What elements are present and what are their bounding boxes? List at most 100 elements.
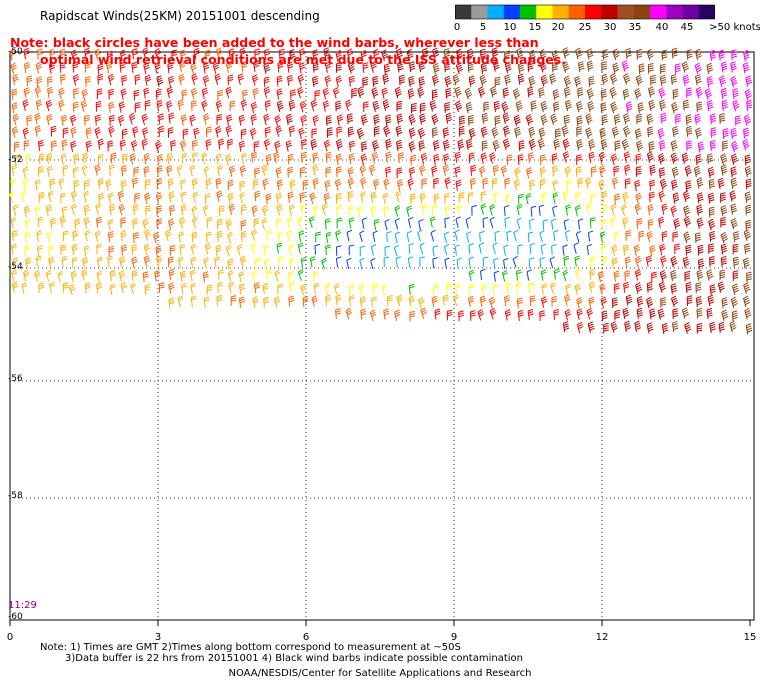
- wind-barb: [658, 216, 665, 228]
- wind-barb: [254, 190, 261, 202]
- wind-barb: [253, 282, 261, 294]
- wind-barb: [189, 114, 196, 127]
- wind-barb: [371, 139, 380, 152]
- colorbar-label: 35: [628, 22, 642, 33]
- wind-barb: [299, 191, 306, 204]
- wind-barb: [455, 216, 461, 228]
- wind-barb: [180, 191, 187, 203]
- wind-barb: [60, 73, 66, 85]
- wind-barb: [466, 48, 474, 60]
- wind-barb: [588, 151, 595, 163]
- wind-barb: [263, 62, 271, 74]
- wind-barb: [621, 60, 629, 72]
- wind-barb: [418, 140, 425, 152]
- wind-barb: [370, 257, 376, 270]
- wind-barb: [670, 269, 677, 282]
- wind-barb: [492, 164, 499, 177]
- wind-barb: [434, 308, 441, 320]
- wind-barb: [417, 86, 425, 99]
- wind-barb: [623, 281, 630, 293]
- wind-barb: [384, 245, 391, 257]
- wind-barb: [489, 204, 496, 216]
- wind-barb: [94, 48, 101, 61]
- wind-barb: [635, 192, 642, 205]
- wind-barb: [238, 271, 245, 283]
- wind-barb: [418, 60, 426, 73]
- wind-barb: [515, 282, 522, 294]
- wind-barb: [625, 101, 633, 113]
- wind-barb: [745, 178, 752, 190]
- wind-barb: [565, 204, 572, 216]
- wind-barb: [159, 282, 165, 293]
- wind-barb: [205, 126, 212, 138]
- wind-barb: [479, 230, 485, 242]
- wind-barb: [142, 47, 149, 59]
- wind-barb: [443, 231, 450, 244]
- wind-barb: [360, 50, 367, 62]
- wind-barb: [602, 49, 609, 61]
- wind-barb: [671, 47, 678, 59]
- wind-barb: [107, 255, 113, 267]
- wind-barb: [551, 296, 558, 307]
- wind-barb: [634, 179, 641, 192]
- wind-barb: [61, 139, 68, 151]
- wind-barb: [396, 167, 403, 179]
- wind-barb: [586, 307, 594, 320]
- wind-barb: [321, 203, 328, 216]
- colorbar-label: >50 knots: [709, 22, 760, 33]
- wind-barb: [68, 283, 76, 296]
- wind-barb: [562, 138, 570, 150]
- wind-barb: [360, 177, 367, 189]
- wind-barb: [408, 140, 416, 153]
- wind-barb: [24, 245, 30, 257]
- wind-barb: [273, 296, 281, 308]
- wind-barb: [276, 231, 283, 243]
- wind-barb: [609, 86, 617, 99]
- wind-barb: [746, 271, 752, 283]
- wind-barb: [419, 256, 425, 267]
- wind-barb: [144, 284, 151, 295]
- wind-barb: [467, 295, 475, 308]
- wind-barb: [720, 231, 728, 244]
- wind-barb: [263, 48, 270, 60]
- wind-barb: [9, 48, 16, 61]
- wind-barb: [516, 47, 524, 60]
- wind-barb: [541, 283, 548, 295]
- wind-barb: [693, 165, 701, 178]
- wind-barb: [577, 177, 584, 189]
- wind-barb: [300, 138, 307, 150]
- wind-barb: [552, 205, 558, 217]
- wind-barb: [742, 62, 750, 74]
- wind-barb: [453, 294, 460, 306]
- wind-barb: [493, 270, 500, 282]
- wind-barb: [597, 270, 605, 283]
- wind-barb: [613, 270, 620, 282]
- wind-barb: [191, 73, 198, 85]
- wind-barb: [459, 115, 465, 127]
- wind-barb: [602, 204, 608, 216]
- wind-barb: [421, 47, 429, 60]
- wind-barb: [744, 307, 752, 320]
- wind-barb: [370, 206, 377, 218]
- wind-barb: [238, 296, 245, 308]
- wind-barb: [516, 297, 523, 309]
- wind-barb: [141, 138, 148, 151]
- wind-barb: [59, 216, 67, 228]
- wind-barb: [686, 125, 693, 137]
- wind-barb: [444, 217, 450, 229]
- wind-barb: [564, 309, 572, 321]
- wind-barb: [12, 113, 20, 126]
- wind-barb: [575, 47, 583, 60]
- wind-barb: [720, 164, 728, 176]
- wind-barb: [205, 178, 212, 190]
- wind-barb: [45, 99, 53, 112]
- wind-barb: [576, 296, 583, 309]
- wind-barb: [528, 231, 534, 243]
- wind-barb: [288, 99, 296, 112]
- wind-barb: [97, 138, 104, 150]
- wind-barb: [610, 203, 617, 216]
- wind-barb: [732, 270, 739, 281]
- wind-barb: [335, 100, 342, 112]
- wind-barb: [743, 127, 750, 139]
- wind-barb: [488, 296, 496, 309]
